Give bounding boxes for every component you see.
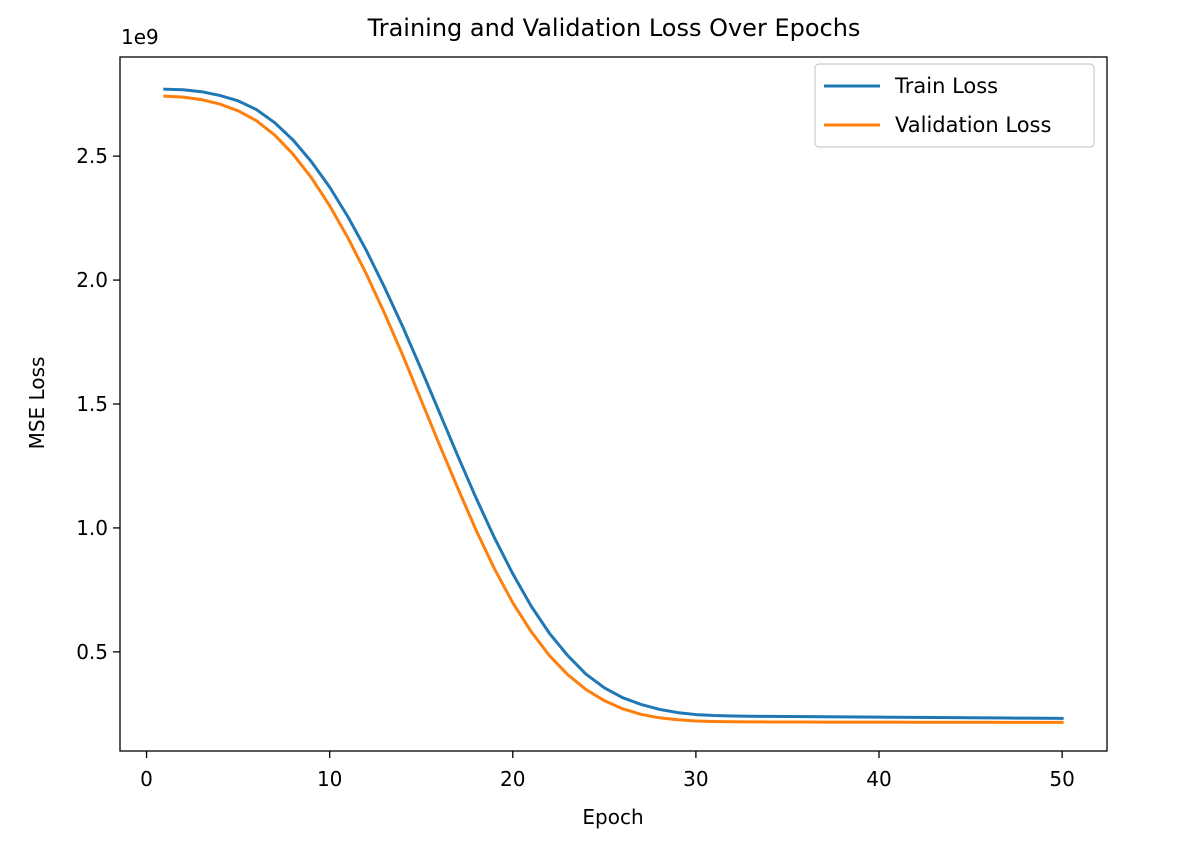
y-axis-offset-text: 1e9 xyxy=(121,25,159,49)
x-tick-label: 10 xyxy=(317,767,342,791)
x-tick-label: 20 xyxy=(500,767,525,791)
legend: Train Loss Validation Loss xyxy=(814,63,1095,148)
y-tick-label: 2.0 xyxy=(76,268,108,292)
y-axis-label: MSE Loss xyxy=(25,357,49,450)
y-tick-label: 0.5 xyxy=(76,640,108,664)
x-tick-label: 0 xyxy=(140,767,153,791)
x-axis-ticks: 0 10 20 30 40 50 xyxy=(140,751,1075,791)
x-tick-label: 50 xyxy=(1049,767,1074,791)
y-tick-label: 1.0 xyxy=(76,516,108,540)
chart-title: Training and Validation Loss Over Epochs xyxy=(367,14,861,42)
series-line-train-loss xyxy=(163,87,1064,720)
legend-items: Train Loss Validation Loss xyxy=(824,74,1051,137)
legend-label-validation-loss: Validation Loss xyxy=(895,113,1051,137)
y-axis-ticks: 0.5 1.0 1.5 2.0 2.5 xyxy=(76,144,120,664)
legend-label-train-loss: Train Loss xyxy=(894,74,998,98)
x-axis-label: Epoch xyxy=(582,805,643,829)
y-tick-label: 2.5 xyxy=(76,144,108,168)
x-tick-label: 40 xyxy=(866,767,891,791)
y-tick-label: 1.5 xyxy=(76,392,108,416)
series-line-validation-loss xyxy=(163,94,1064,724)
x-tick-label: 30 xyxy=(683,767,708,791)
plot-area-frame xyxy=(119,56,1108,752)
series-layer xyxy=(163,87,1064,724)
legend-box xyxy=(814,63,1095,148)
